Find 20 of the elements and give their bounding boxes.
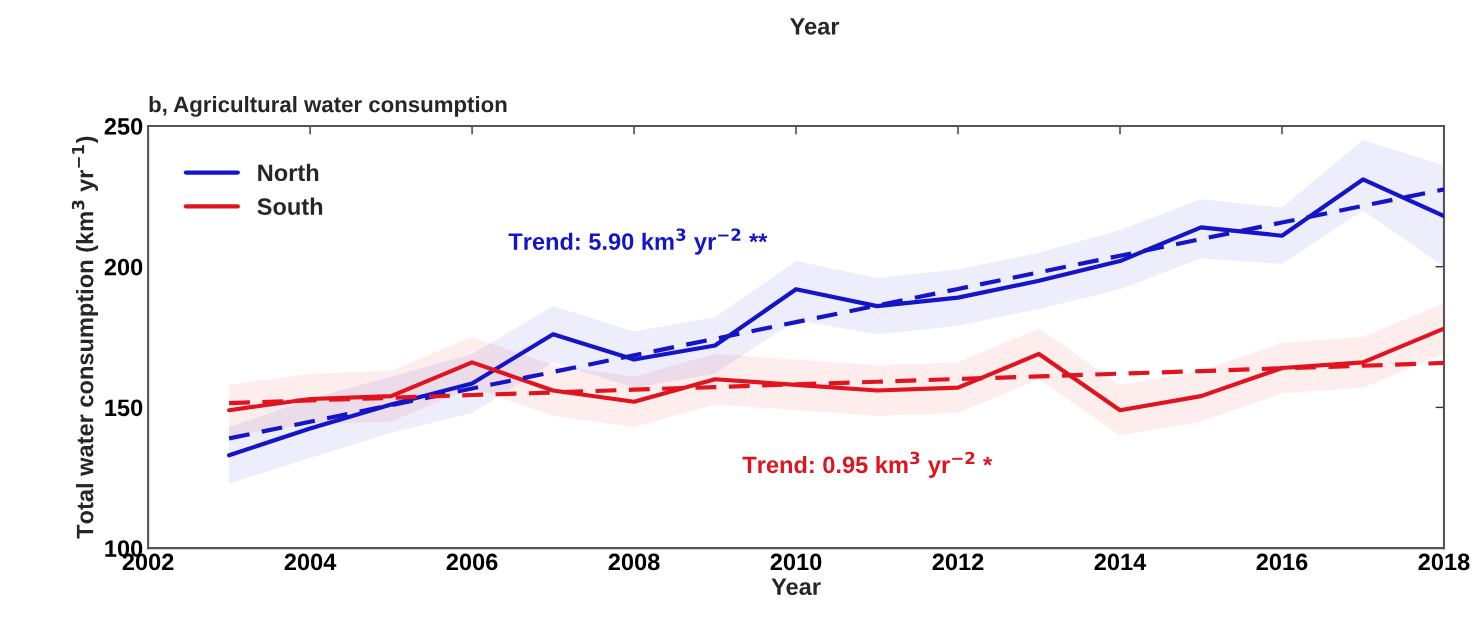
line-series — [227, 326, 1444, 413]
x-tick-label: 2016 — [1256, 553, 1308, 571]
x-tick-label: 2010 — [770, 553, 822, 571]
text: Year — [790, 18, 840, 35]
x-tick-label: 2006 — [446, 553, 498, 571]
x-tick-label: 2018 — [1418, 553, 1470, 571]
x-tick-label: 2004 — [284, 553, 337, 571]
x-tick-label: 2012 — [932, 553, 984, 571]
x-axis-title: Year — [771, 578, 821, 596]
x-tick-label: 2008 — [608, 553, 660, 571]
annotation: Trend: 0.95 km$^{3}$ yr$^{−2}$ * — [742, 451, 993, 478]
y-axis-title: Total water consumption (km$^{3}$ yr$^{−1}$) — [71, 136, 99, 539]
x-tick-label: 2014 — [1094, 553, 1147, 571]
chart-title: b, Agricultural water consumption — [149, 96, 507, 117]
annotation: Trend: 5.90 km$^{3}$ yr$^{−2}$ ** — [508, 228, 768, 255]
y-tick-label: 150 — [105, 399, 143, 417]
y-tick-label: 200 — [104, 258, 143, 276]
y-tick-label: 250 — [104, 118, 143, 135]
legend-label: North — [258, 163, 319, 182]
legend-label: South — [257, 197, 323, 215]
